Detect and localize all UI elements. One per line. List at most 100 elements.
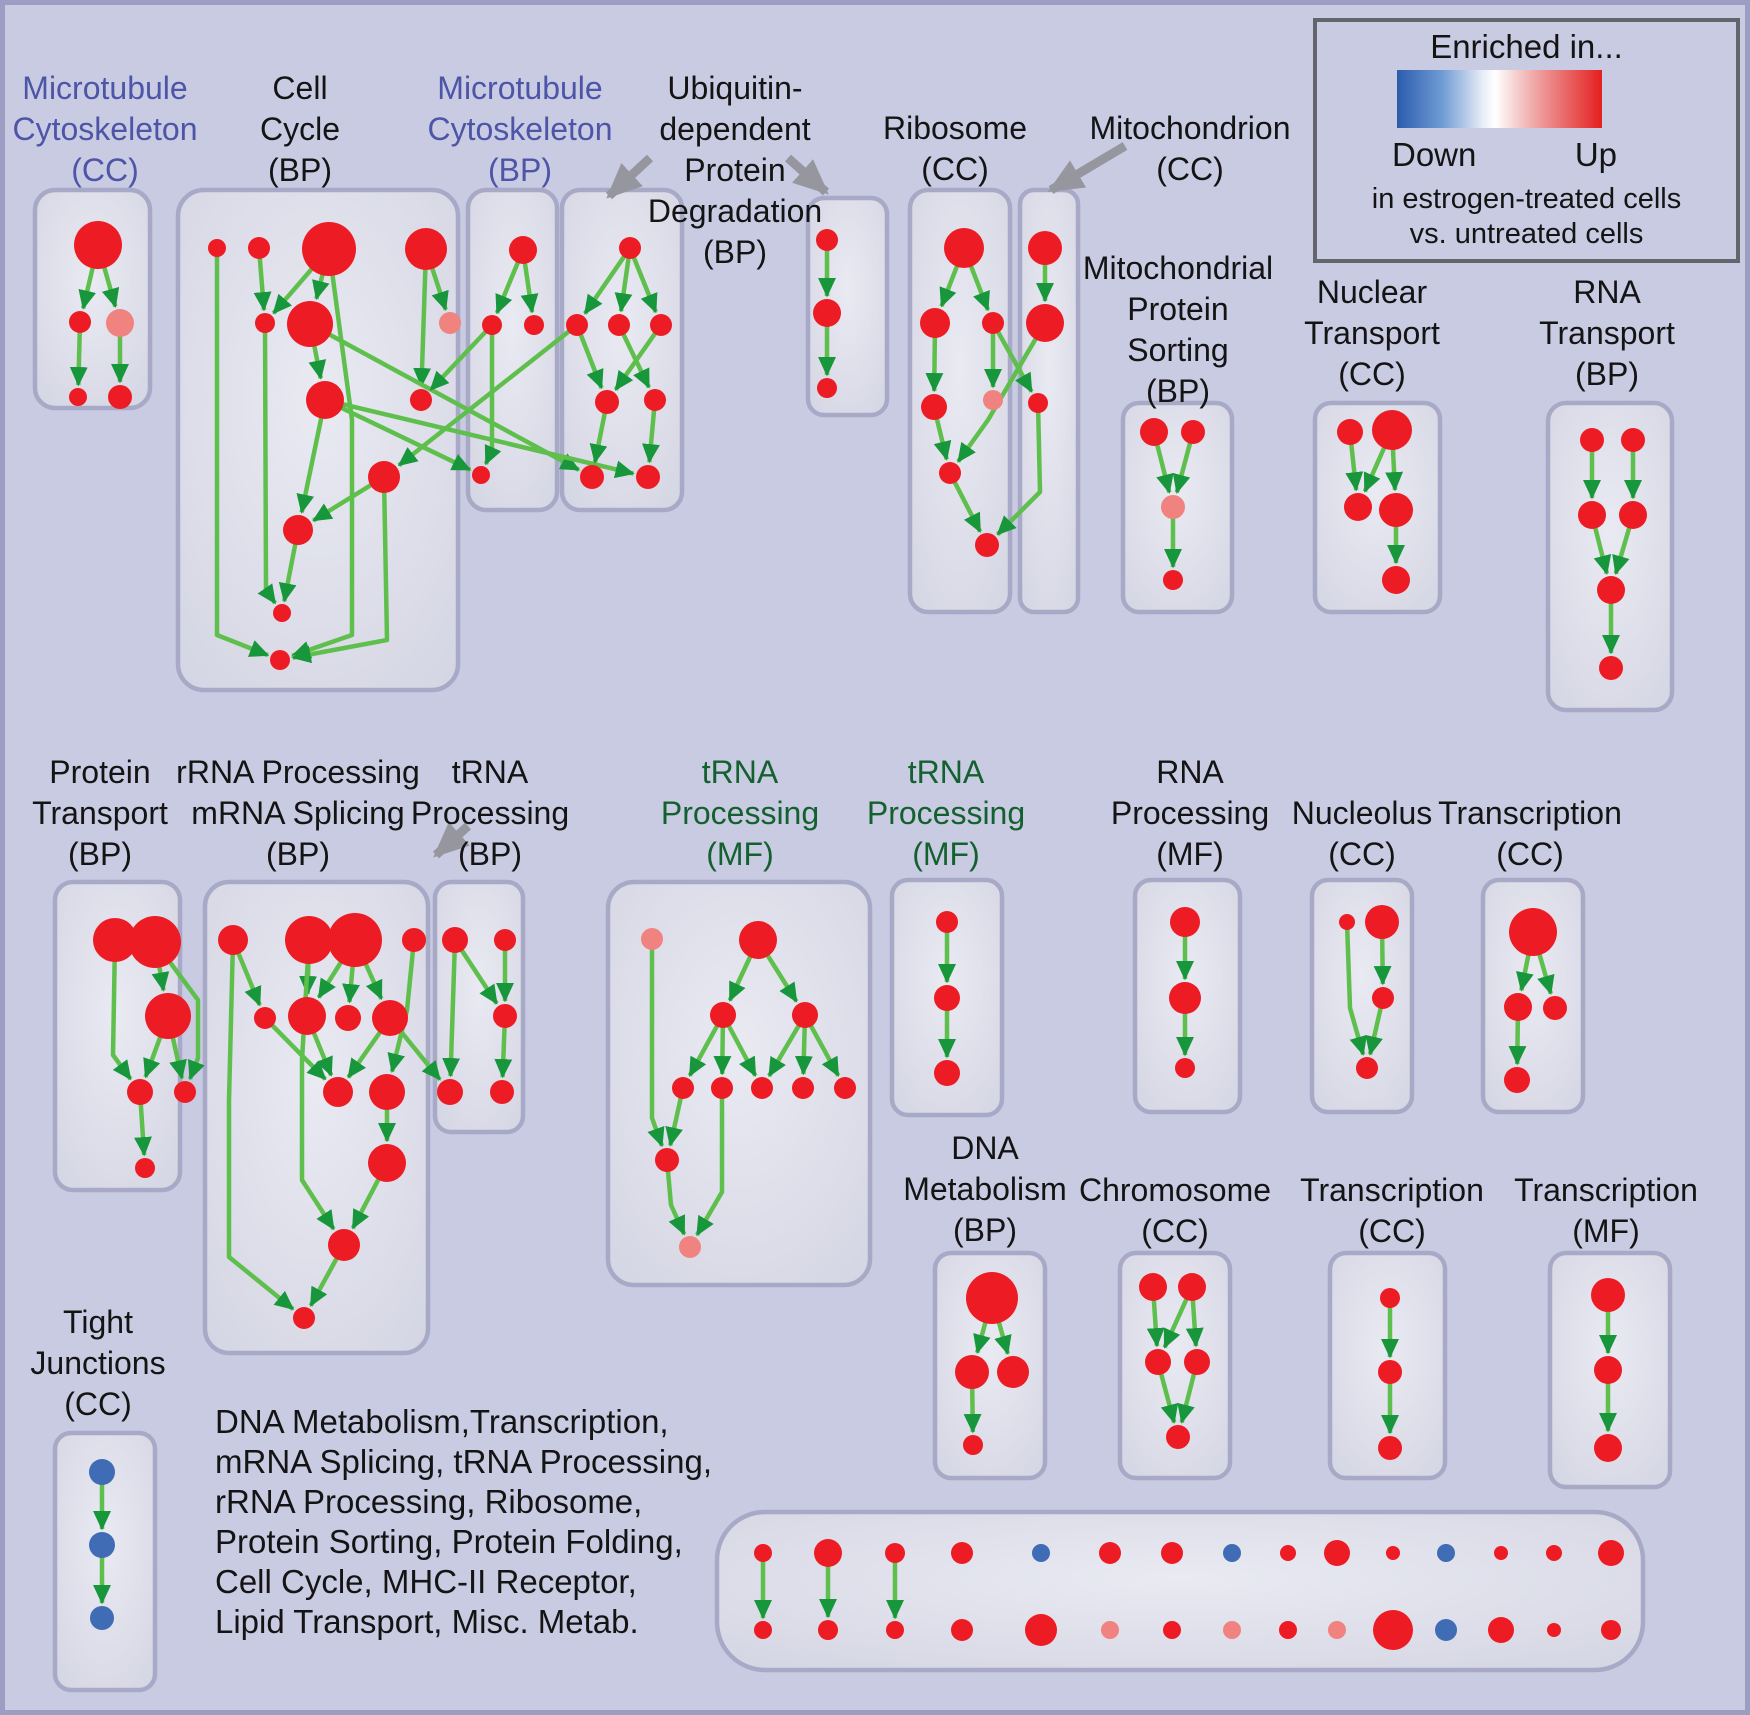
node-tb-up bbox=[493, 1004, 517, 1028]
group-box-chromosome bbox=[1117, 1250, 1233, 1481]
node-m3-up bbox=[751, 1077, 773, 1099]
node-mb3-up bbox=[524, 315, 544, 335]
node-ta1-up bbox=[442, 927, 468, 953]
node-tcc4-up bbox=[1504, 1067, 1530, 1093]
node-ch1-up bbox=[1139, 1273, 1167, 1301]
node-tj2-down bbox=[89, 1532, 115, 1558]
node-tcc3-up bbox=[1543, 996, 1567, 1020]
node-tcc2-up bbox=[1504, 993, 1532, 1021]
node-tb2b-up bbox=[1378, 1360, 1402, 1384]
group-box-nuclear-transport bbox=[1312, 400, 1443, 615]
node-ml-up bbox=[710, 1002, 736, 1028]
node-q1-up bbox=[816, 229, 838, 251]
edge-u2-to-u5 bbox=[574, 324, 604, 390]
node-mt1-up bbox=[1028, 231, 1062, 265]
node-cc13-up bbox=[270, 650, 290, 670]
node-rbr-up bbox=[982, 312, 1004, 334]
group-box-transcription-cc-mid bbox=[1480, 877, 1586, 1115]
node-mr-up bbox=[792, 1002, 818, 1028]
node-cc9-up bbox=[410, 389, 432, 411]
edge-ra1-to-rf bbox=[226, 939, 295, 1311]
node-rbc-up bbox=[939, 462, 961, 484]
node-bwt12-down bbox=[1437, 1544, 1455, 1562]
node-u7-up bbox=[580, 465, 604, 489]
node-u6-up bbox=[644, 389, 666, 411]
node-nt3-up bbox=[1344, 493, 1372, 521]
node-tb2c-up bbox=[1378, 1436, 1402, 1460]
node-nt2-up bbox=[1372, 410, 1412, 450]
node-bwt11-up bbox=[1386, 1546, 1400, 1560]
node-re-up bbox=[328, 1229, 360, 1261]
node-m1-up bbox=[672, 1077, 694, 1099]
node-mb4-up bbox=[472, 466, 490, 484]
edge-mb2-to-mb4 bbox=[483, 325, 502, 466]
node-bwt13-up bbox=[1494, 1546, 1508, 1560]
edge-ra4-to-rc2 bbox=[387, 939, 417, 1073]
node-mp-weak-up bbox=[641, 928, 663, 950]
label-trna-processing-bp: tRNA Processing (BP) bbox=[410, 754, 570, 872]
node-tj1-down bbox=[89, 1459, 115, 1485]
edge-mp-to-mc bbox=[647, 939, 665, 1148]
legend-down-label: Down bbox=[1392, 136, 1477, 173]
node-m5-up bbox=[834, 1077, 856, 1099]
edge-cc4-to-cc9 bbox=[413, 248, 432, 388]
node-mb2-up bbox=[482, 315, 502, 335]
node-rp2-up bbox=[1169, 982, 1201, 1014]
label-ubiquitin: Ubiquitin- dependent Protein Degradation… bbox=[647, 70, 823, 270]
node-pt3-up bbox=[145, 993, 191, 1039]
label-rrna-processing: rRNA Processing mRNA Splicing (BP) bbox=[176, 754, 420, 872]
edge-cc10-to-cc13 bbox=[291, 476, 390, 664]
node-nu2-up bbox=[1365, 905, 1399, 939]
edge-cc5-to-cc12 bbox=[257, 322, 277, 605]
node-m2-up bbox=[711, 1077, 733, 1099]
node-u1-up bbox=[619, 237, 641, 259]
node-bwt7-up bbox=[1161, 1542, 1183, 1564]
edge-u4-to-u5 bbox=[613, 323, 663, 392]
node-tm3-up bbox=[1594, 1434, 1622, 1462]
node-bwb13-up bbox=[1488, 1617, 1514, 1643]
node-rc2-up bbox=[369, 1074, 405, 1110]
legend-subtitle-line2: vs. untreated cells bbox=[1409, 218, 1644, 250]
label-microtubule-bp: Microtubule Cytoskeleton (BP) bbox=[427, 70, 613, 188]
annotation-arrow-2 bbox=[784, 154, 830, 196]
edge-pt1-to-pt4 bbox=[110, 939, 133, 1081]
node-nu3-up bbox=[1372, 987, 1394, 1009]
node-dm4-up bbox=[963, 1435, 983, 1455]
label-rna-processing-mf: RNA Processing (MF) bbox=[1110, 754, 1270, 872]
legend-gradient-bar bbox=[1397, 70, 1602, 128]
node-ch5-up bbox=[1166, 1425, 1190, 1449]
group-box-misc-wide bbox=[714, 1509, 1646, 1673]
node-nt1-up bbox=[1337, 419, 1363, 445]
node-cc1-up bbox=[208, 239, 226, 257]
node-bwb10-weak-up bbox=[1328, 1621, 1346, 1639]
edge-m2-to-mbo bbox=[695, 1088, 725, 1237]
annotation-arrow-4 bbox=[432, 822, 472, 859]
edge-mb2-to-cc9 bbox=[428, 323, 494, 392]
node-rf-up bbox=[293, 1307, 315, 1329]
label-nuclear-transport: Nuclear Transport (CC) bbox=[1304, 274, 1440, 392]
node-ch3-up bbox=[1145, 1349, 1171, 1375]
label-mito-protein-sorting: Mitochondrial Protein Sorting (BP) bbox=[1082, 250, 1274, 409]
node-bwb2-up bbox=[818, 1620, 838, 1640]
node-ch2-up bbox=[1178, 1273, 1206, 1301]
node-q3-up bbox=[817, 378, 837, 398]
node-bwt9-up bbox=[1280, 1545, 1296, 1561]
node-nt4-up bbox=[1379, 493, 1413, 527]
edge-u1-to-u2 bbox=[583, 246, 632, 315]
node-cc3-up bbox=[302, 222, 356, 276]
node-tc1-up bbox=[437, 1079, 463, 1105]
node-rbl-up bbox=[920, 308, 950, 338]
node-bwb8-weak-up bbox=[1223, 1621, 1241, 1639]
node-rbc2-up bbox=[335, 1005, 361, 1031]
node-q2-up bbox=[813, 299, 841, 327]
group-box-tight-junctions bbox=[52, 1430, 158, 1693]
node-bwt4-up bbox=[951, 1542, 973, 1564]
label-chromosome: Chromosome (CC) bbox=[1078, 1172, 1272, 1249]
node-ms3-weak-up bbox=[1161, 495, 1185, 519]
node-ra4-up bbox=[402, 928, 426, 952]
node-rbp-weak-up bbox=[983, 390, 1003, 410]
node-pt6-up bbox=[135, 1158, 155, 1178]
node-u4-up bbox=[650, 314, 672, 336]
node-cc10-up bbox=[368, 461, 400, 493]
node-ms2-up bbox=[1181, 420, 1205, 444]
